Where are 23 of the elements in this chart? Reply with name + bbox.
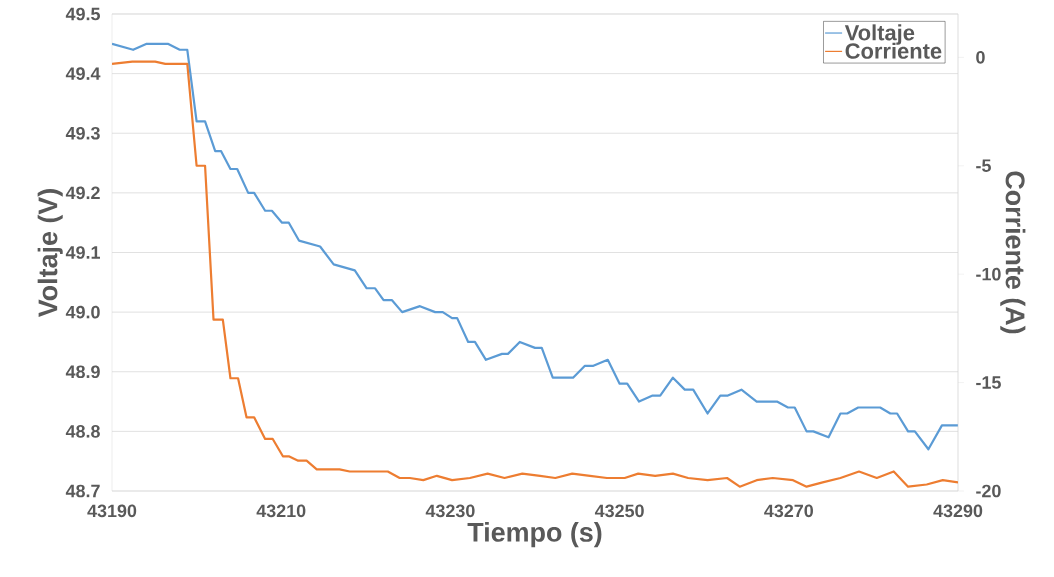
x-tick-label: 43230 bbox=[425, 504, 475, 518]
y-tick-label: 49.0 bbox=[65, 305, 100, 319]
y2-tick-label: -5 bbox=[976, 159, 991, 173]
y2-tick-label: 0 bbox=[976, 51, 985, 64]
y2-tick-label: -10 bbox=[976, 267, 1001, 281]
y-axis-title: Voltaje (V) bbox=[37, 189, 63, 318]
y-tick-label: 49.5 bbox=[65, 7, 100, 21]
y-tick-label: 48.8 bbox=[65, 425, 100, 438]
y-tick-label: 49.2 bbox=[65, 186, 100, 200]
x-tick-label: 43190 bbox=[87, 504, 137, 518]
y2-tick-label: -15 bbox=[976, 376, 1001, 389]
x-axis-title: Tiempo (s) bbox=[467, 522, 602, 548]
y-tick-label: 49.4 bbox=[65, 67, 101, 80]
x-tick-label: 43210 bbox=[256, 504, 306, 518]
y-tick-label: 49.1 bbox=[65, 246, 100, 259]
y-tick-label: 48.7 bbox=[65, 484, 100, 498]
x-tick-label: 43270 bbox=[764, 504, 813, 518]
x-tick-label: 43290 bbox=[933, 504, 983, 518]
y2-tick-label: -20 bbox=[976, 484, 1001, 498]
y-tick-label: 49.3 bbox=[65, 126, 100, 140]
y-tick-label: 48.9 bbox=[65, 365, 100, 379]
x-tick-label: 43250 bbox=[594, 504, 644, 518]
y2-axis-title: Corriente (A) bbox=[1000, 171, 1026, 334]
